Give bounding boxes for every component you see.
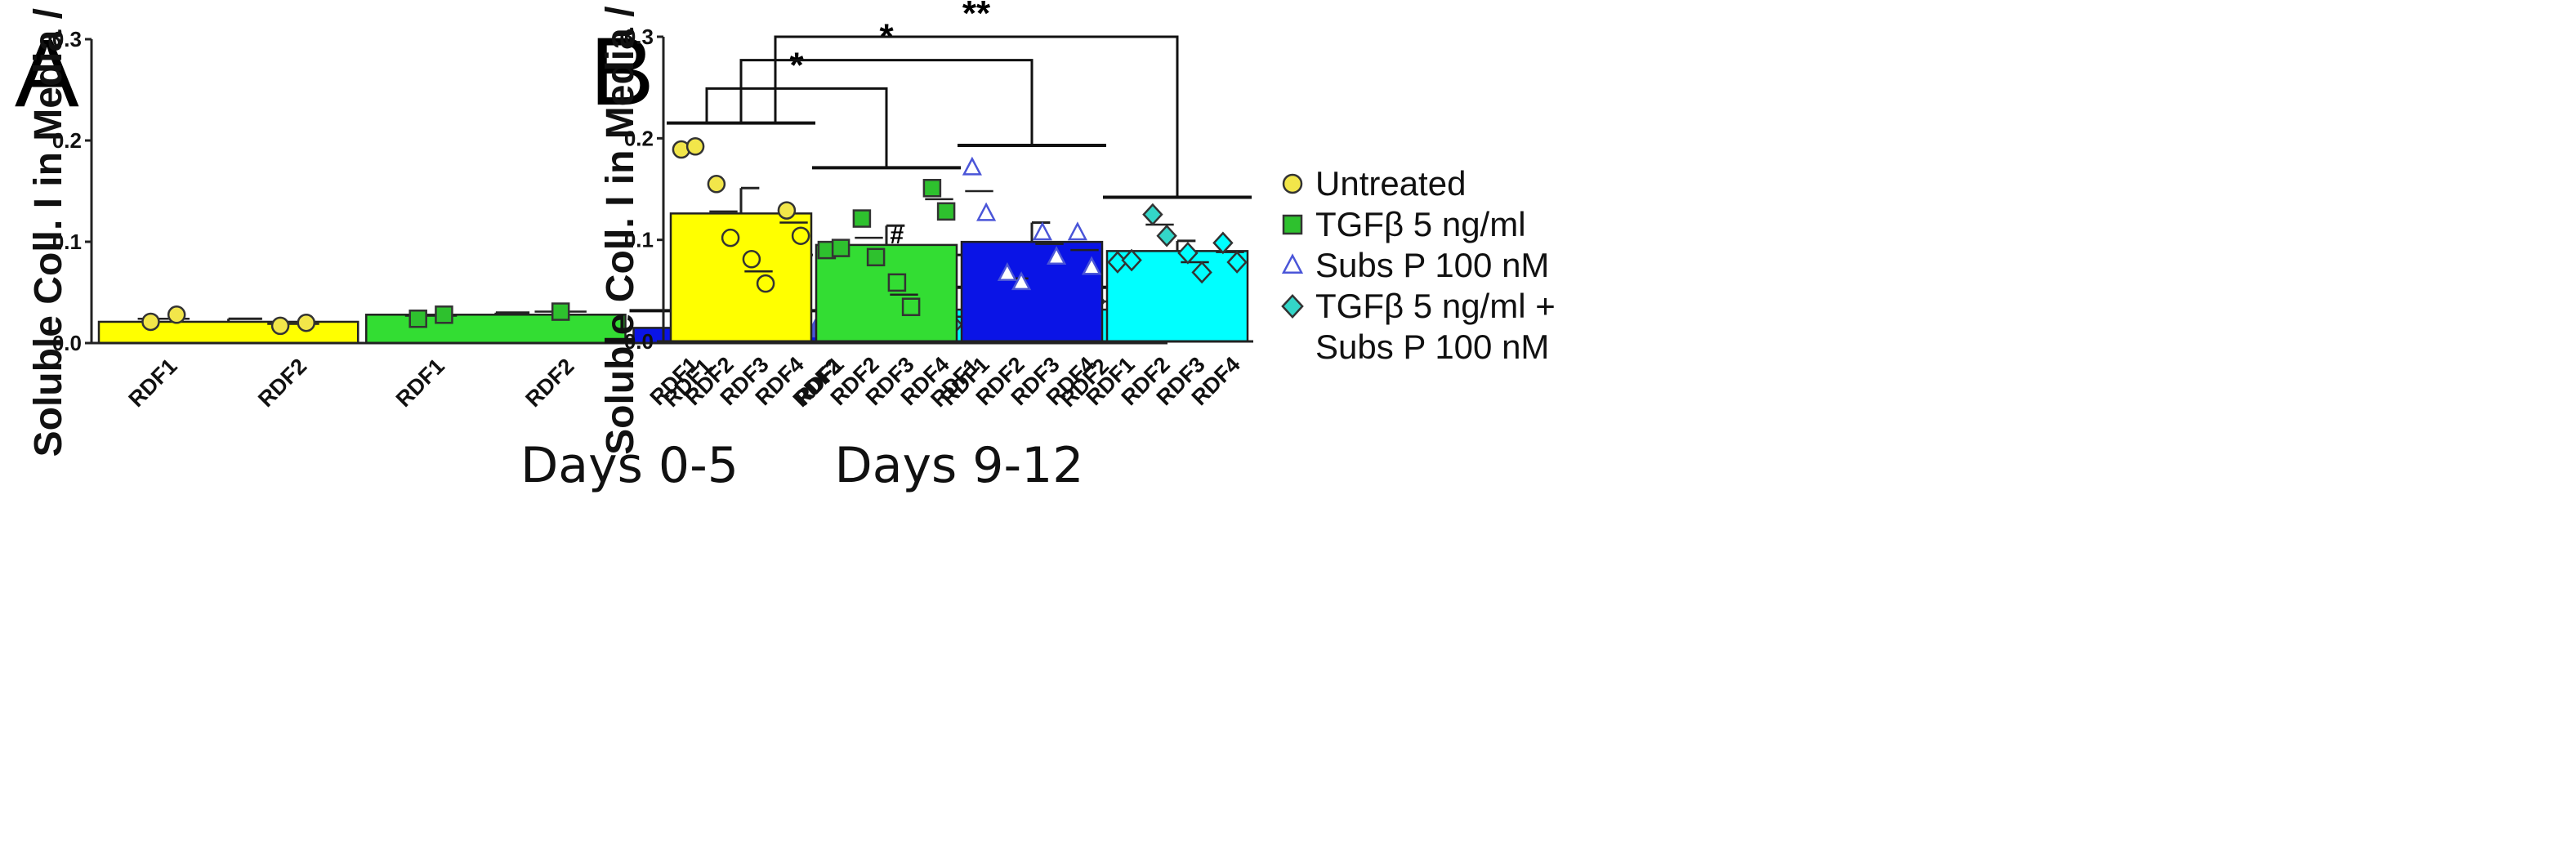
- y-tick-label: 0.3: [52, 27, 82, 51]
- legend-marker: [1282, 214, 1303, 235]
- data-point: [1156, 224, 1177, 247]
- bar-b-2: [960, 240, 1104, 343]
- data-point: [551, 302, 570, 321]
- data-point: [1047, 246, 1067, 265]
- panel-letter-b: B: [590, 18, 654, 126]
- bar-b-1: [815, 243, 958, 343]
- legend-marker: [1282, 173, 1303, 194]
- y-axis-label: Soluble Coll. I in Media / Cell: [27, 0, 70, 457]
- data-point: [685, 137, 705, 156]
- panel-letter-a: A: [15, 20, 79, 127]
- data-point: [922, 179, 942, 198]
- data-point: [1032, 221, 1052, 241]
- x-axis-label: Days 9-12: [835, 437, 1084, 494]
- legend-marker: [1281, 293, 1304, 319]
- bar-b-0: [669, 212, 813, 343]
- significance-bracket: [705, 87, 888, 168]
- y-axis-label: Soluble Coll. I in Media / Cell: [599, 0, 642, 455]
- data-point: [1011, 271, 1032, 291]
- significance-label: *: [789, 45, 804, 85]
- significance-label: #: [890, 222, 904, 249]
- legend-label: Untreated: [1315, 164, 1466, 203]
- significance-label: **: [962, 0, 991, 33]
- x-axis-label: Days 0-5: [520, 437, 739, 494]
- data-point: [936, 202, 956, 221]
- y-tick-label: 0.2: [624, 126, 654, 150]
- data-point: [852, 209, 872, 228]
- data-point: [1082, 256, 1102, 275]
- data-point: [141, 312, 160, 332]
- data-point: [270, 316, 290, 336]
- data-point: [1142, 203, 1163, 226]
- x-tick-label: RDF2: [520, 354, 578, 412]
- data-point: [721, 228, 740, 247]
- bar-a-1: [365, 314, 627, 345]
- data-point: [756, 274, 775, 293]
- data-point: [408, 309, 427, 328]
- data-point: [742, 250, 761, 269]
- data-point: [1191, 261, 1212, 284]
- data-point: [1177, 241, 1199, 265]
- bar-a-0: [97, 320, 359, 345]
- legend-label: Subs P 100 nM: [1315, 328, 1549, 366]
- x-tick-label: RDF1: [391, 354, 449, 412]
- data-point: [831, 239, 850, 257]
- legend-label: TGFβ 5 ng/ml: [1315, 205, 1526, 243]
- y-tick-label: 0.1: [624, 228, 654, 252]
- data-point: [167, 305, 186, 324]
- y-tick-label: 0.1: [52, 230, 82, 254]
- significance-bracket: [739, 59, 1034, 146]
- legend-label: Subs P 100 nM: [1315, 246, 1549, 284]
- y-tick-label: 0.3: [624, 25, 654, 49]
- data-point: [1067, 221, 1087, 241]
- x-tick-label: RDF1: [123, 354, 181, 412]
- legend-marker: [1281, 253, 1304, 274]
- legend-label: TGFβ 5 ng/ml +: [1315, 287, 1556, 325]
- data-point: [976, 202, 997, 221]
- y-tick-label: 0.0: [52, 331, 82, 355]
- x-tick-label: RDF2: [253, 354, 311, 412]
- data-point: [777, 201, 797, 220]
- data-point: [962, 156, 982, 176]
- data-point: [1121, 248, 1142, 272]
- data-point: [997, 262, 1017, 281]
- data-point: [1212, 231, 1234, 255]
- y-tick-label: 0.2: [52, 128, 82, 153]
- data-point: [1226, 251, 1248, 274]
- data-point: [901, 297, 921, 316]
- data-point: [791, 226, 810, 245]
- y-tick-label: 0.0: [624, 329, 654, 354]
- data-point: [887, 273, 907, 292]
- data-point: [866, 247, 886, 267]
- data-point: [297, 313, 316, 332]
- significance-bracket: [774, 35, 1179, 198]
- data-point: [435, 305, 453, 324]
- data-point: [707, 175, 726, 194]
